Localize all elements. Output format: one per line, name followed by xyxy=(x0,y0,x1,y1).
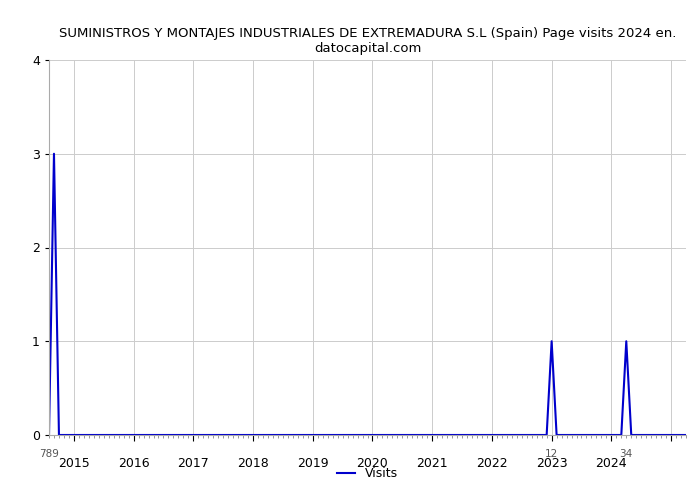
Text: 34: 34 xyxy=(620,449,633,459)
Visits xyxy=(383,432,391,438)
Legend: Visits: Visits xyxy=(332,462,403,485)
Text: 789: 789 xyxy=(39,449,59,459)
Visits xyxy=(224,432,232,438)
Title: SUMINISTROS Y MONTAJES INDUSTRIALES DE EXTREMADURA S.L (Spain) Page visits 2024 : SUMINISTROS Y MONTAJES INDUSTRIALES DE E… xyxy=(59,26,676,54)
Visits xyxy=(428,432,436,438)
Line: Visits: Visits xyxy=(49,154,686,435)
Visits xyxy=(682,432,690,438)
Text: 12: 12 xyxy=(545,449,559,459)
Visits xyxy=(607,432,615,438)
Visits xyxy=(552,432,561,438)
Visits xyxy=(50,151,58,157)
Visits xyxy=(45,432,53,438)
Visits xyxy=(80,432,88,438)
